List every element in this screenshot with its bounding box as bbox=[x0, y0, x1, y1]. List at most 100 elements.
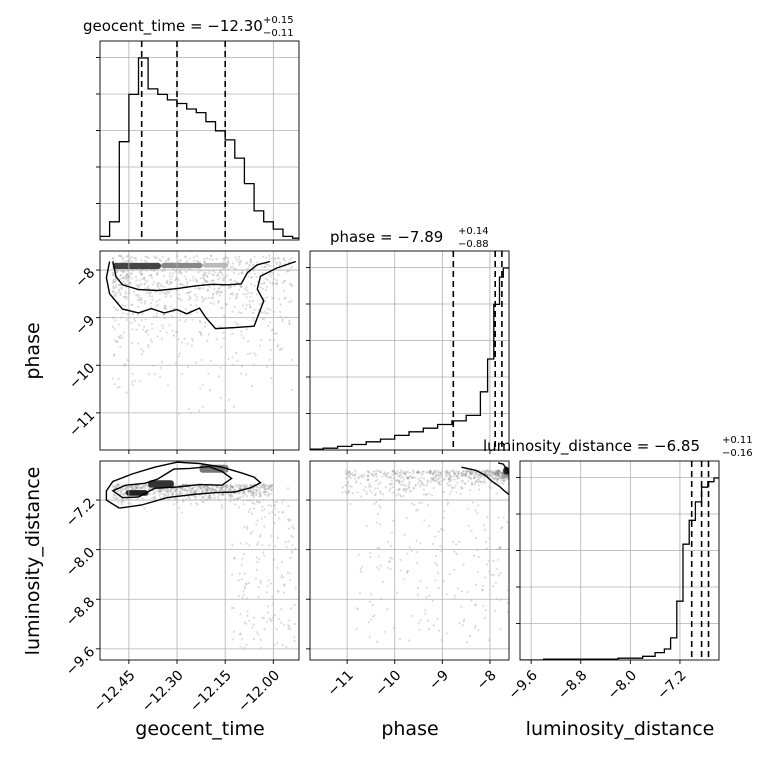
scatter-point bbox=[164, 306, 167, 309]
scatter-point bbox=[117, 335, 120, 338]
scatter-point bbox=[188, 295, 191, 298]
scatter-point bbox=[211, 487, 215, 490]
scatter-point bbox=[403, 533, 406, 536]
scatter-point bbox=[434, 479, 437, 482]
scatter-point bbox=[447, 484, 450, 487]
scatter-point bbox=[497, 558, 500, 561]
tick-label-y: −9.6 bbox=[63, 644, 98, 679]
scatter-point bbox=[435, 474, 438, 477]
scatter-point bbox=[159, 490, 162, 493]
scatter-point bbox=[217, 325, 220, 328]
scatter-point bbox=[171, 271, 175, 275]
scatter-point bbox=[134, 319, 137, 322]
scatter-point bbox=[414, 484, 417, 487]
scatter-point bbox=[503, 479, 506, 483]
scatter-point bbox=[145, 255, 149, 258]
scatter-point bbox=[293, 635, 296, 639]
scatter-point bbox=[383, 473, 386, 476]
scatter-point bbox=[256, 261, 259, 264]
scatter-point bbox=[202, 297, 205, 300]
scatter-point bbox=[377, 568, 380, 571]
scatter-point bbox=[252, 507, 256, 510]
scatter-point bbox=[253, 255, 256, 258]
scatter-point bbox=[274, 513, 277, 516]
scatter-point bbox=[429, 471, 432, 475]
scatter-point bbox=[495, 480, 498, 483]
scatter-point bbox=[204, 493, 207, 496]
scatter-point bbox=[416, 561, 419, 565]
scatter-point bbox=[402, 494, 405, 498]
scatter-point bbox=[158, 258, 161, 261]
scatter-point bbox=[470, 482, 474, 485]
scatter-point bbox=[439, 480, 442, 483]
scatter-point bbox=[148, 487, 151, 490]
scatter-point bbox=[347, 471, 350, 474]
scatter-point bbox=[208, 497, 211, 500]
scatter-point bbox=[263, 310, 266, 313]
scatter-point bbox=[469, 469, 472, 472]
scatter-point bbox=[219, 489, 222, 492]
scatter-point bbox=[136, 485, 139, 488]
scatter-point bbox=[389, 544, 393, 548]
scatter-point bbox=[417, 622, 420, 625]
scatter-point bbox=[498, 474, 501, 477]
scatter-point bbox=[243, 621, 246, 624]
scatter-point bbox=[448, 474, 451, 477]
scatter-point bbox=[126, 279, 129, 282]
scatter-point bbox=[188, 491, 191, 494]
scatter-point bbox=[180, 373, 183, 376]
scatter-point bbox=[202, 277, 205, 280]
scatter-point bbox=[114, 485, 117, 488]
scatter-point bbox=[376, 478, 379, 481]
scatter-point bbox=[166, 489, 169, 492]
scatter-point bbox=[436, 471, 439, 474]
scatter-point bbox=[281, 318, 284, 321]
scatter-point bbox=[399, 569, 402, 572]
scatter-point bbox=[200, 332, 203, 335]
scatter-point bbox=[484, 471, 487, 474]
scatter-point bbox=[204, 280, 207, 283]
scatter-point bbox=[150, 276, 154, 279]
scatter-point bbox=[504, 476, 508, 479]
scatter-point bbox=[264, 256, 268, 259]
scatter-point bbox=[139, 270, 142, 273]
scatter-point bbox=[245, 286, 248, 289]
scatter-point bbox=[256, 519, 259, 522]
scatter-point bbox=[189, 279, 192, 282]
panel-frame-1-1 bbox=[309, 250, 510, 451]
scatter-point bbox=[267, 488, 271, 491]
scatter-point bbox=[191, 487, 194, 490]
scatter-point bbox=[503, 474, 506, 478]
tick-label-x: −7.2 bbox=[654, 667, 689, 702]
scatter-point bbox=[245, 643, 248, 646]
scatter-point bbox=[493, 472, 496, 475]
scatter-point bbox=[502, 482, 505, 485]
scatter-point bbox=[237, 579, 240, 582]
scatter-point bbox=[250, 484, 253, 487]
scatter-point bbox=[347, 470, 350, 473]
scatter-point bbox=[459, 485, 463, 488]
scatter-point bbox=[276, 590, 279, 593]
tick-label-x: −9.6 bbox=[506, 667, 541, 702]
scatter-point bbox=[208, 389, 211, 392]
scatter-point bbox=[382, 493, 385, 496]
scatter-point bbox=[134, 259, 137, 262]
scatter-point bbox=[276, 344, 279, 347]
scatter-point bbox=[264, 277, 267, 280]
scatter-point bbox=[398, 472, 401, 475]
scatter-point bbox=[112, 484, 115, 487]
scatter-point bbox=[506, 475, 509, 478]
scatter-point bbox=[138, 299, 141, 302]
scatter-point bbox=[122, 500, 125, 503]
scatter-point bbox=[112, 496, 115, 499]
scatter-point bbox=[229, 493, 232, 496]
scatter-point bbox=[484, 470, 487, 473]
scatter-point bbox=[117, 483, 121, 486]
scatter-point bbox=[504, 475, 507, 478]
scatter-point bbox=[252, 263, 255, 266]
scatter-point bbox=[231, 485, 234, 488]
scatter-point bbox=[197, 261, 200, 264]
scatter-point bbox=[364, 485, 367, 488]
scatter-point bbox=[351, 492, 354, 495]
scatter-point bbox=[242, 503, 245, 506]
